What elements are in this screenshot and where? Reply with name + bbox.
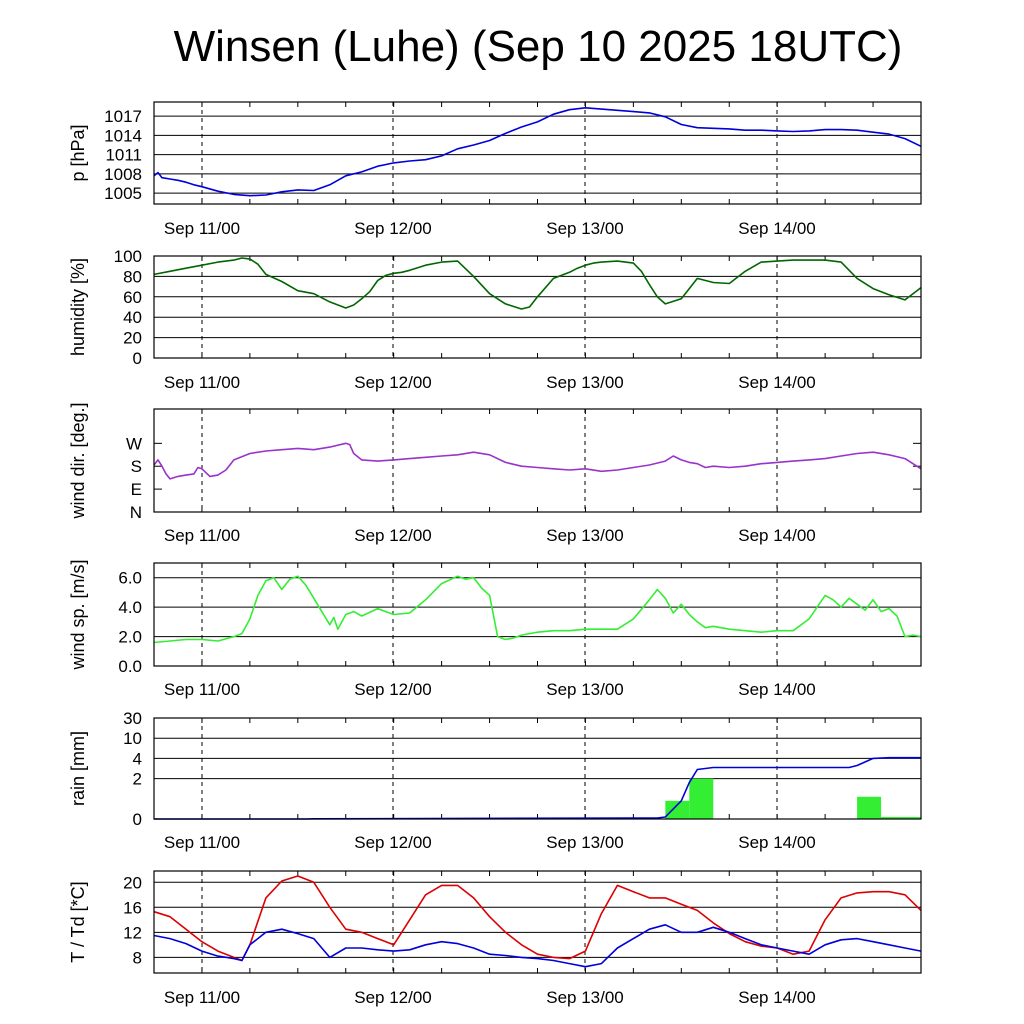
humidity-ylabel: humidity [%]	[68, 258, 88, 356]
wind-speed-wind_speed-line	[153, 575, 922, 644]
wind-speed-frame	[153, 562, 922, 667]
humidity-ytick-label: 0	[133, 349, 142, 368]
temperature-dewpoint-line	[153, 923, 922, 968]
page-title: Winsen (Luhe) (Sep 10 2025 18UTC)	[173, 22, 903, 71]
pressure-ylabel: p [hPa]	[68, 124, 88, 181]
rain-ytick-label: 0	[133, 810, 142, 829]
temperature-day-label: Sep 13/00	[546, 988, 624, 1007]
rain-rain_cum-line	[154, 756, 921, 820]
rain-bar	[689, 778, 714, 819]
pressure-pressure-line	[153, 107, 922, 197]
wind-direction-day-label: Sep 13/00	[546, 526, 624, 545]
pressure-ytick-label: 1014	[104, 126, 142, 145]
rain-frame	[153, 717, 922, 820]
temperature-temperature-line	[153, 875, 922, 962]
wind-speed-day-label: Sep 12/00	[354, 680, 432, 699]
temperature-day-label: Sep 14/00	[738, 988, 816, 1007]
humidity-day-label: Sep 13/00	[546, 373, 624, 392]
temperature-day-label: Sep 11/00	[164, 988, 240, 1007]
rain-ytick-label: 2	[133, 770, 142, 789]
wind-speed-ylabel: wind sp. [m/s]	[68, 559, 88, 670]
wind-speed-day-label: Sep 14/00	[738, 680, 816, 699]
wind-direction-ytick-label: E	[131, 480, 142, 499]
pressure-ytick-label: 1008	[104, 165, 142, 184]
wind-direction-wind_dir-line	[153, 442, 922, 480]
rain-day-label: Sep 14/00	[738, 833, 816, 852]
wind-direction-ytick-label: N	[130, 503, 142, 522]
rain-ylabel: rain [mm]	[68, 731, 88, 806]
pressure-frame	[153, 101, 922, 205]
temperature-ytick-label: 8	[133, 948, 142, 967]
temperature-ylabel: T / Td [*C]	[68, 881, 88, 962]
wind-speed-day-label: Sep 11/00	[164, 680, 240, 699]
pressure-day-label: Sep 14/00	[738, 219, 816, 238]
temperature-ytick-label: 20	[123, 873, 142, 892]
humidity-ytick-label: 40	[123, 308, 142, 327]
pressure-day-label: Sep 11/00	[164, 219, 240, 238]
wind-speed-day-label: Sep 13/00	[546, 680, 624, 699]
rain-bar	[665, 800, 690, 819]
wind-speed-ytick-label: 0.0	[118, 657, 142, 676]
humidity-day-label: Sep 14/00	[738, 373, 816, 392]
temperature-day-label: Sep 12/00	[354, 988, 432, 1007]
wind-speed-ytick-label: 2.0	[118, 628, 142, 647]
humidity-frame	[153, 255, 922, 359]
humidity-day-label: Sep 12/00	[354, 373, 432, 392]
wind-direction-day-label: Sep 11/00	[164, 526, 240, 545]
wind-direction-day-label: Sep 12/00	[354, 526, 432, 545]
humidity-ytick-label: 80	[123, 267, 142, 286]
rain-day-label: Sep 11/00	[164, 833, 240, 852]
pressure-ytick-label: 1017	[104, 107, 142, 126]
rain-day-label: Sep 12/00	[354, 833, 432, 852]
humidity-humidity-line	[153, 257, 922, 310]
pressure-ytick-label: 1011	[105, 146, 142, 165]
wind-speed-ytick-label: 6.0	[118, 569, 142, 588]
pressure-ytick-label: 1005	[104, 184, 142, 203]
humidity-ytick-label: 100	[114, 247, 142, 266]
wind-speed-ytick-label: 4.0	[118, 598, 142, 617]
rain-ytick-label: 10	[123, 729, 142, 748]
wind-direction-ytick-label: W	[126, 434, 142, 453]
wind-direction-frame	[153, 408, 922, 513]
wind-direction-ylabel: wind dir. [deg.]	[68, 402, 88, 519]
temperature-ytick-label: 12	[123, 923, 142, 942]
wind-direction-day-label: Sep 14/00	[738, 526, 816, 545]
rain-bar	[857, 796, 882, 819]
humidity-ytick-label: 60	[123, 288, 142, 307]
rain-ytick-label: 4	[133, 749, 142, 768]
wind-direction-ytick-label: S	[131, 457, 142, 476]
temperature-frame	[153, 870, 922, 974]
humidity-day-label: Sep 11/00	[164, 373, 240, 392]
pressure-day-label: Sep 12/00	[354, 219, 432, 238]
rain-day-label: Sep 13/00	[546, 833, 624, 852]
rain-bar	[881, 816, 921, 819]
humidity-ytick-label: 20	[123, 329, 142, 348]
pressure-day-label: Sep 13/00	[546, 219, 624, 238]
temperature-ytick-label: 16	[123, 898, 142, 917]
rain-ytick-label: 30	[123, 709, 142, 728]
